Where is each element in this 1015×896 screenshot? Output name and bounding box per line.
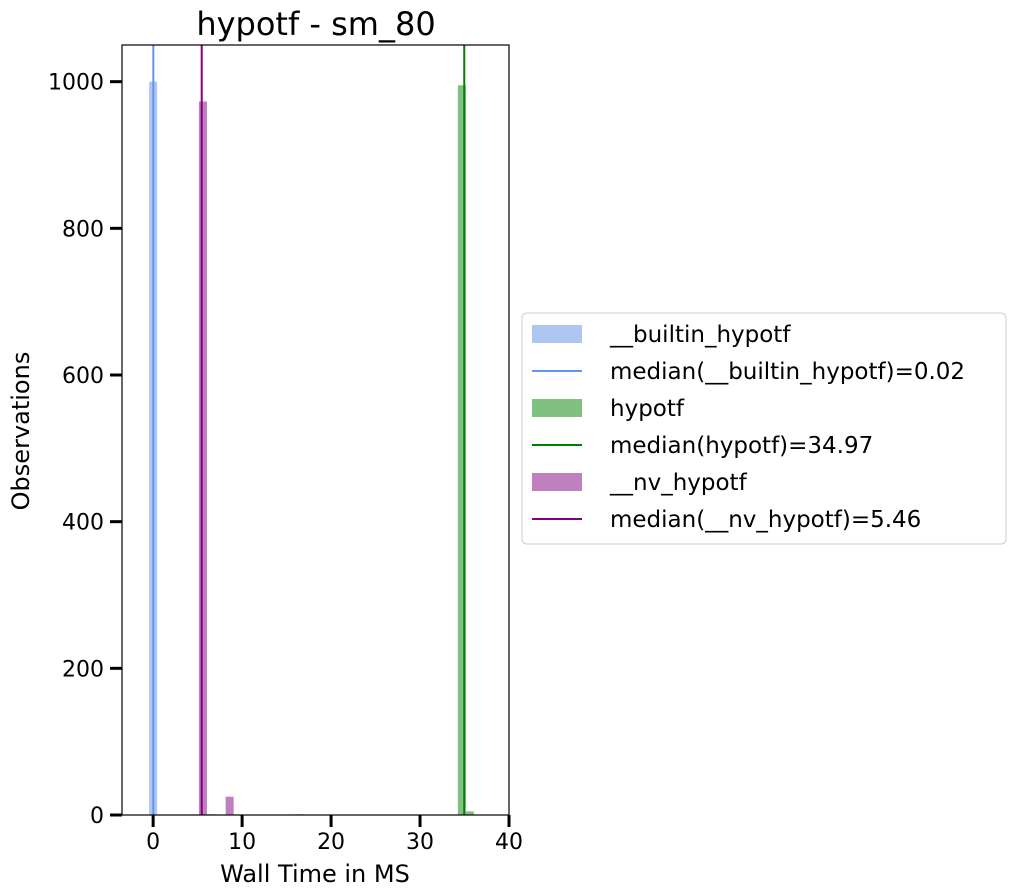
legend-label: hypotf	[610, 396, 685, 422]
legend-label: median(__nv_hypotf)=5.46	[610, 507, 921, 533]
plot-area	[149, 45, 474, 816]
y-axis-label: Observations	[7, 352, 35, 511]
y-tick-label: 400	[62, 511, 104, 536]
legend-swatch	[532, 399, 582, 417]
legend-label: __nv_hypotf	[609, 470, 748, 496]
y-tick-label: 800	[62, 217, 104, 242]
legend-label: median(hypotf)=34.97	[610, 433, 873, 459]
legend-label: __builtin_hypotf	[609, 322, 791, 348]
x-tick-label: 0	[146, 830, 160, 855]
chart-title: hypotf - sm_80	[196, 5, 435, 43]
y-tick-label: 200	[62, 657, 104, 682]
bar-nvhypotf-0	[198, 101, 207, 815]
y-tick-label: 0	[90, 804, 104, 829]
y-tick-label: 1000	[48, 71, 104, 96]
bar-hypotf-0	[457, 85, 466, 816]
legend-swatch	[532, 473, 582, 491]
y-tick-label: 600	[62, 364, 104, 389]
x-tick-label: 30	[406, 830, 434, 855]
x-tick-label: 20	[317, 830, 345, 855]
bar-nvhypotf-1	[225, 796, 234, 815]
x-axis-label: Wall Time in MS	[220, 860, 410, 888]
legend: __builtin_hypotf median(__builtin_hypotf)…	[521, 312, 1007, 545]
x-tick-label: 40	[495, 830, 523, 855]
legend-box	[521, 312, 1007, 545]
plot-frame	[121, 44, 510, 816]
legend-label: median(__builtin_hypotf)=0.02	[610, 359, 965, 385]
bar-hypotf-1	[465, 811, 474, 815]
legend-swatch	[532, 325, 582, 343]
x-tick-label: 10	[228, 830, 256, 855]
